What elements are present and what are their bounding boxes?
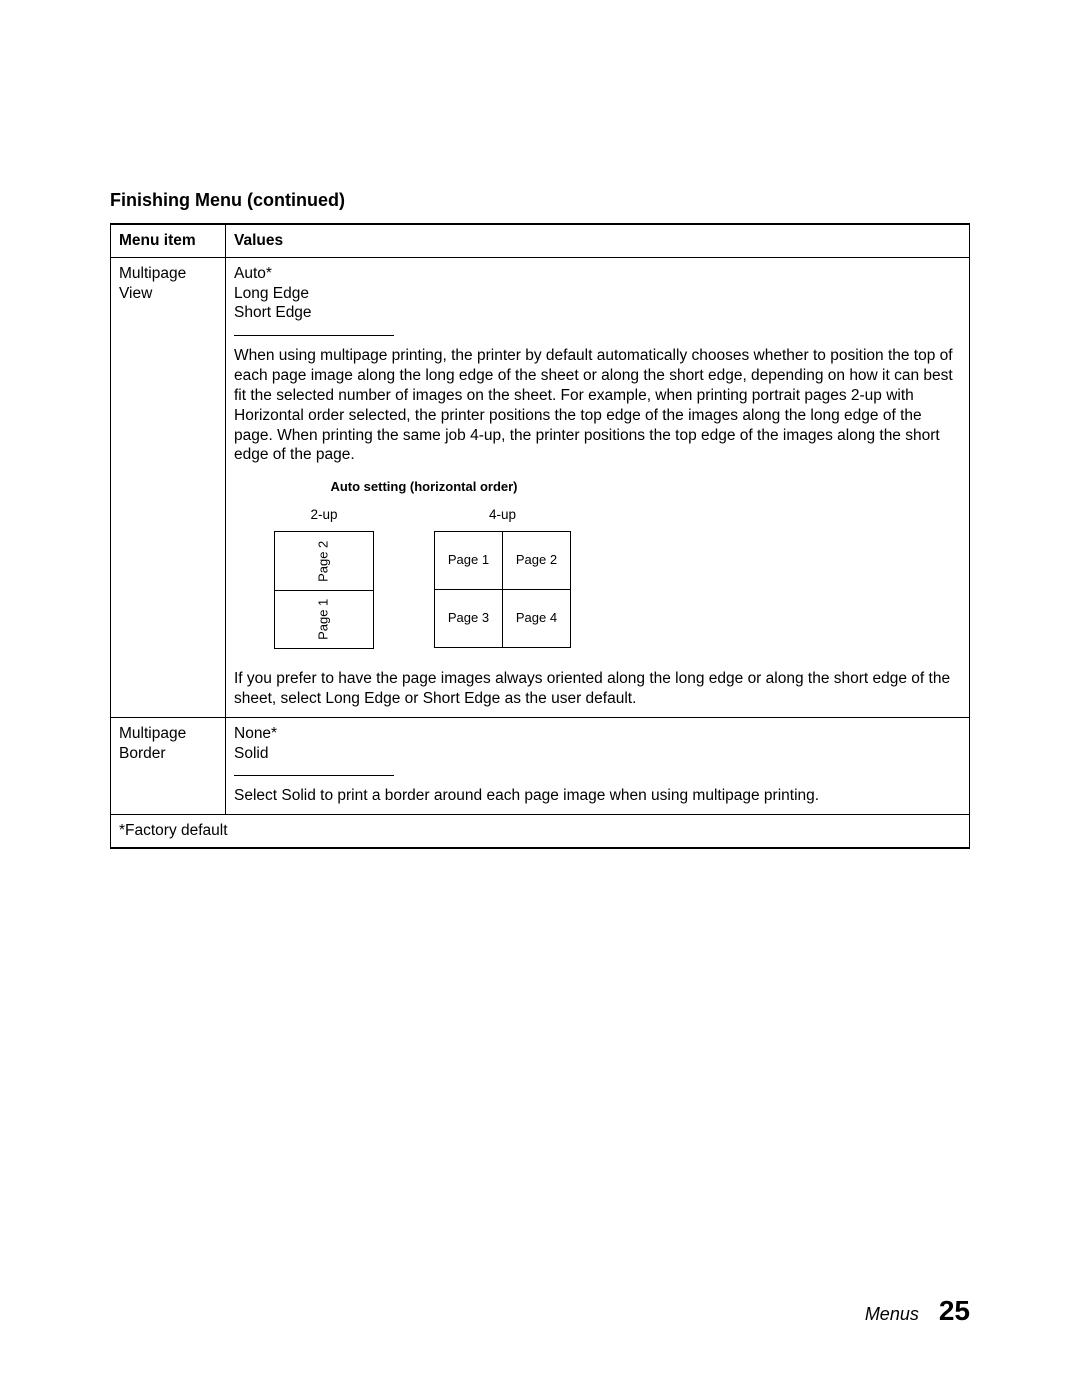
value-option: Solid: [234, 744, 961, 764]
page-footer: Menus 25: [865, 1295, 970, 1327]
table-footnote-row: *Factory default: [111, 815, 970, 848]
value-option: None*: [234, 724, 961, 744]
table-header-row: Menu item Values: [111, 224, 970, 257]
fourup-cell: Page 2: [503, 532, 571, 590]
twoup-cell: Page 1: [275, 590, 373, 648]
value-description: When using multipage printing, the print…: [234, 346, 961, 465]
footnote-cell: *Factory default: [111, 815, 970, 848]
divider: [234, 335, 394, 336]
finishing-menu-table: Menu item Values Multipage View Auto* Lo…: [110, 223, 970, 849]
diagram-row: 2-up Page 2 Page 1 4-up Page: [234, 506, 961, 649]
fourup-cell: Page 3: [435, 590, 503, 648]
table-row: Multipage View Auto* Long Edge Short Edg…: [111, 257, 970, 717]
values-cell: None* Solid Select Solid to print a bord…: [226, 717, 970, 814]
value-option: Long Edge: [234, 284, 961, 304]
footer-page-number: 25: [939, 1295, 970, 1327]
diagram: Auto setting (horizontal order) 2-up Pag…: [234, 479, 961, 649]
page: Finishing Menu (continued) Menu item Val…: [0, 0, 1080, 1397]
value-option: Auto*: [234, 264, 961, 284]
header-values: Values: [226, 224, 970, 257]
table-row: Multipage Border None* Solid Select Soli…: [111, 717, 970, 814]
diagram-4up: 4-up Page 1 Page 2 Page 3 Page 4: [434, 506, 571, 649]
diagram-title: Auto setting (horizontal order): [234, 479, 614, 496]
menu-item-cell: Multipage View: [111, 257, 226, 717]
section-title: Finishing Menu (continued): [110, 190, 970, 211]
value-description: Select Solid to print a border around ea…: [234, 786, 961, 806]
diagram-4up-label: 4-up: [434, 506, 571, 523]
fourup-cell: Page 4: [503, 590, 571, 648]
twoup-cell: Page 2: [275, 532, 373, 590]
footer-section-label: Menus: [865, 1304, 919, 1325]
twoup-grid: Page 2 Page 1: [274, 531, 374, 649]
diagram-2up: 2-up Page 2 Page 1: [274, 506, 374, 649]
values-cell: Auto* Long Edge Short Edge When using mu…: [226, 257, 970, 717]
fourup-cell: Page 1: [435, 532, 503, 590]
fourup-grid: Page 1 Page 2 Page 3 Page 4: [434, 531, 571, 648]
divider: [234, 775, 394, 776]
value-option: Short Edge: [234, 303, 961, 323]
value-note: If you prefer to have the page images al…: [234, 669, 961, 709]
diagram-2up-label: 2-up: [274, 506, 374, 523]
menu-item-cell: Multipage Border: [111, 717, 226, 814]
header-menu-item: Menu item: [111, 224, 226, 257]
